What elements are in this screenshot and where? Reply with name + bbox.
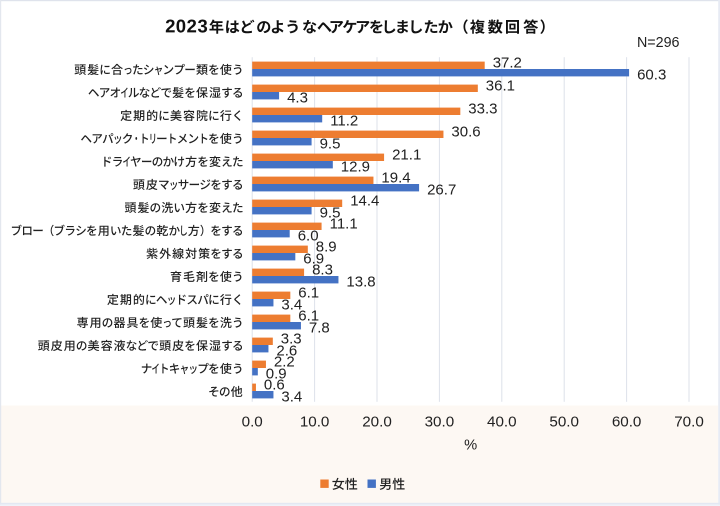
svg-text:37.2: 37.2 [493,55,522,72]
svg-text:2.6: 2.6 [276,342,297,359]
svg-text:6.0: 6.0 [298,227,319,244]
svg-text:3.4: 3.4 [281,296,302,313]
svg-text:60.0: 60.0 [612,413,642,430]
svg-text:12.9: 12.9 [341,158,370,175]
svg-text:14.4: 14.4 [350,193,379,210]
svg-text:8.3: 8.3 [312,262,333,279]
svg-text:2.2: 2.2 [274,354,295,371]
svg-text:10.0: 10.0 [300,413,330,430]
svg-text:6.1: 6.1 [298,285,319,302]
svg-text:%: % [464,438,477,454]
svg-text:9.5: 9.5 [320,204,341,221]
svg-text:4.3: 4.3 [287,89,308,106]
svg-text:40.0: 40.0 [487,413,517,430]
svg-text:26.7: 26.7 [427,181,456,198]
svg-text:N=296: N=296 [637,35,680,51]
svg-text:0.6: 0.6 [264,377,285,394]
svg-text:0.9: 0.9 [266,365,287,382]
svg-text:50.0: 50.0 [549,413,579,430]
svg-text:30.0: 30.0 [425,413,455,430]
svg-text:6.1: 6.1 [298,308,319,325]
svg-text:19.4: 19.4 [381,170,410,187]
svg-text:7.8: 7.8 [309,319,330,336]
svg-text:11.1: 11.1 [330,216,358,233]
svg-text:30.6: 30.6 [451,124,480,141]
svg-text:3.4: 3.4 [281,388,302,405]
svg-text:9.5: 9.5 [320,135,341,152]
svg-text:21.1: 21.1 [392,147,421,164]
svg-text:8.9: 8.9 [316,239,337,256]
svg-text:3.3: 3.3 [281,331,302,348]
svg-text:11.2: 11.2 [330,112,358,129]
svg-text:36.1: 36.1 [486,78,515,95]
svg-text:0.0: 0.0 [242,413,263,430]
svg-text:60.3: 60.3 [637,66,666,83]
svg-text:13.8: 13.8 [346,273,375,290]
svg-text:33.3: 33.3 [468,101,497,118]
svg-text:6.9: 6.9 [303,250,324,267]
svg-text:20.0: 20.0 [362,413,392,430]
svg-text:70.0: 70.0 [674,413,704,430]
